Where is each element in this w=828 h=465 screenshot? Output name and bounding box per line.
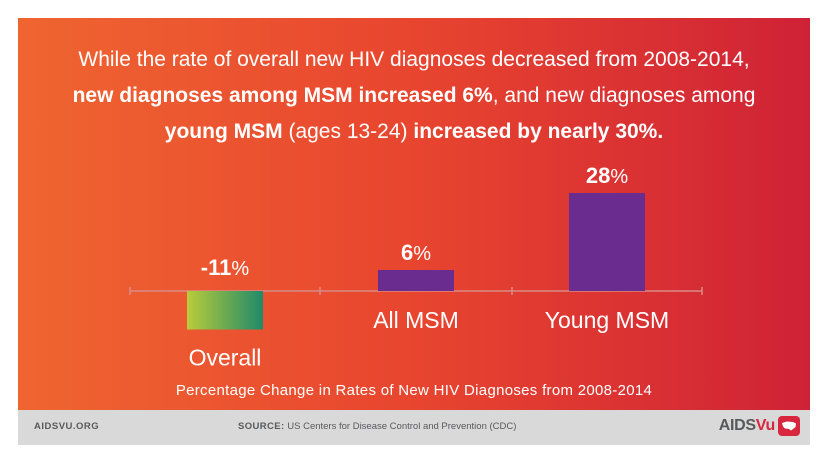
- chart-caption: Percentage Change in Rates of New HIV Di…: [175, 382, 653, 399]
- headline-emphasis-young-msm: young MSM: [164, 120, 283, 143]
- category-label: Overall: [189, 345, 262, 371]
- headline-emphasis-msm: new diagnoses among MSM increased 6%: [72, 84, 493, 107]
- bar-chart: -11% Overall 6% All MSM 28% Young MSM: [129, 163, 703, 371]
- bar-all-msm: [378, 270, 454, 291]
- aidsvu-logo: AIDSVu: [719, 416, 800, 436]
- category-label: Young MSM: [545, 307, 669, 333]
- logo-text-accent: Vu: [755, 417, 776, 434]
- data-label: 6%: [401, 240, 431, 265]
- us-map-icon: [778, 416, 800, 436]
- logo-text-main: AIDS: [718, 417, 756, 434]
- source-credit: SOURCE: US Centers for Disease Control a…: [238, 421, 516, 432]
- infographic-card: While the rate of overall new HIV diagno…: [18, 18, 810, 445]
- logo-text: AIDSVu: [718, 417, 776, 435]
- data-label: 28%: [586, 163, 628, 188]
- headline-ages: (ages 13-24): [282, 120, 414, 143]
- headline-text-2: , and new diagnoses among: [492, 84, 756, 107]
- headline-emphasis-increase: increased by nearly 30%.: [413, 120, 664, 143]
- footer-bar: AIDSVU.ORG SOURCE: US Centers for Diseas…: [18, 410, 810, 445]
- bar-overall: [187, 291, 263, 330]
- headline-line-1: While the rate of overall new HIV diagno…: [38, 42, 790, 78]
- headline-line-3: young MSM (ages 13-24) increased by near…: [38, 114, 790, 150]
- headline-line-2: new diagnoses among MSM increased 6%, an…: [38, 78, 790, 114]
- source-label: SOURCE:: [238, 421, 285, 432]
- category-label: All MSM: [373, 307, 459, 333]
- headline: While the rate of overall new HIV diagno…: [38, 42, 790, 150]
- bar-young-msm: [569, 193, 645, 291]
- source-text: US Centers for Disease Control and Preve…: [284, 421, 517, 432]
- site-url[interactable]: AIDSVU.ORG: [34, 421, 100, 432]
- data-label: -11%: [201, 255, 250, 280]
- headline-text-1: While the rate of overall new HIV diagno…: [78, 48, 750, 71]
- chart-panel: While the rate of overall new HIV diagno…: [18, 18, 810, 410]
